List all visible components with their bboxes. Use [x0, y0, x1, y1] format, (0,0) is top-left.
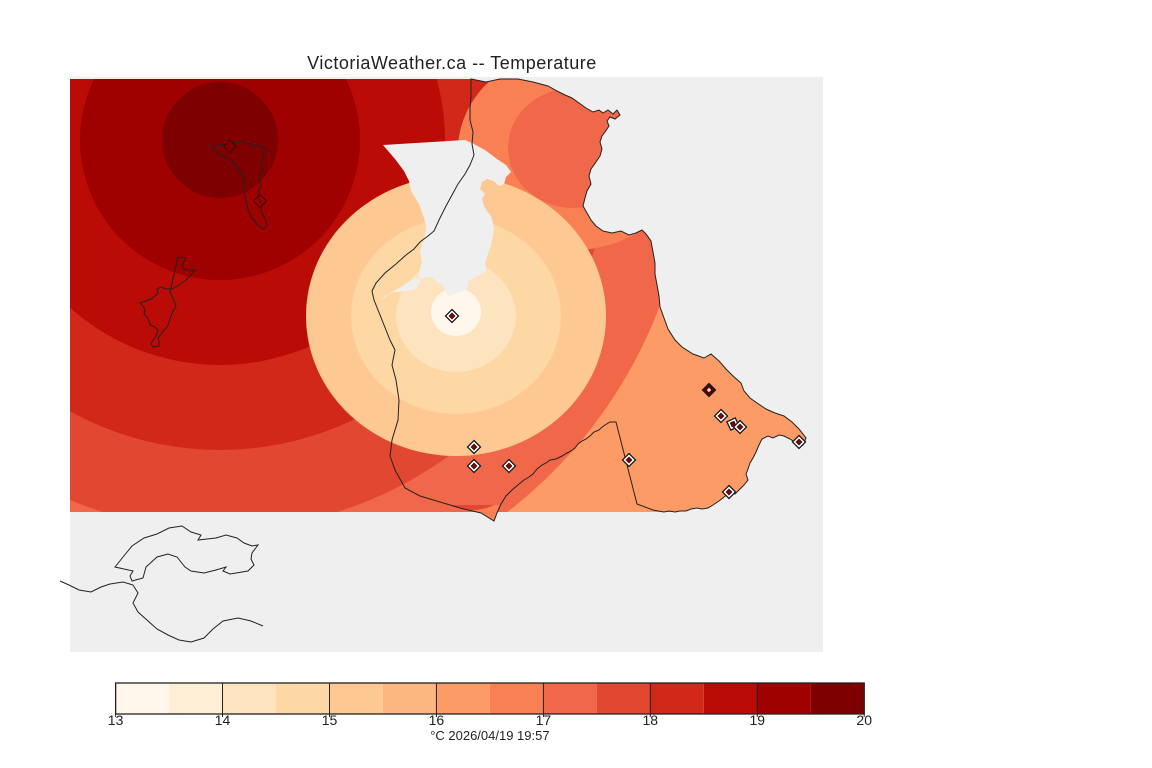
svg-text:VictoriaWeather.ca -- Temper: VictoriaWeather.ca -- Temperature: [307, 53, 597, 73]
svg-text:15: 15: [322, 712, 338, 728]
svg-text:18: 18: [643, 712, 659, 728]
svg-text:20: 20: [856, 712, 872, 728]
svg-text:°C 2026/04/19 19:57: °C 2026/04/19 19:57: [430, 728, 549, 743]
svg-text:16: 16: [429, 712, 445, 728]
svg-text:17: 17: [536, 712, 552, 728]
svg-text:19: 19: [750, 712, 766, 728]
svg-text:13: 13: [108, 712, 124, 728]
svg-text:14: 14: [215, 712, 231, 728]
